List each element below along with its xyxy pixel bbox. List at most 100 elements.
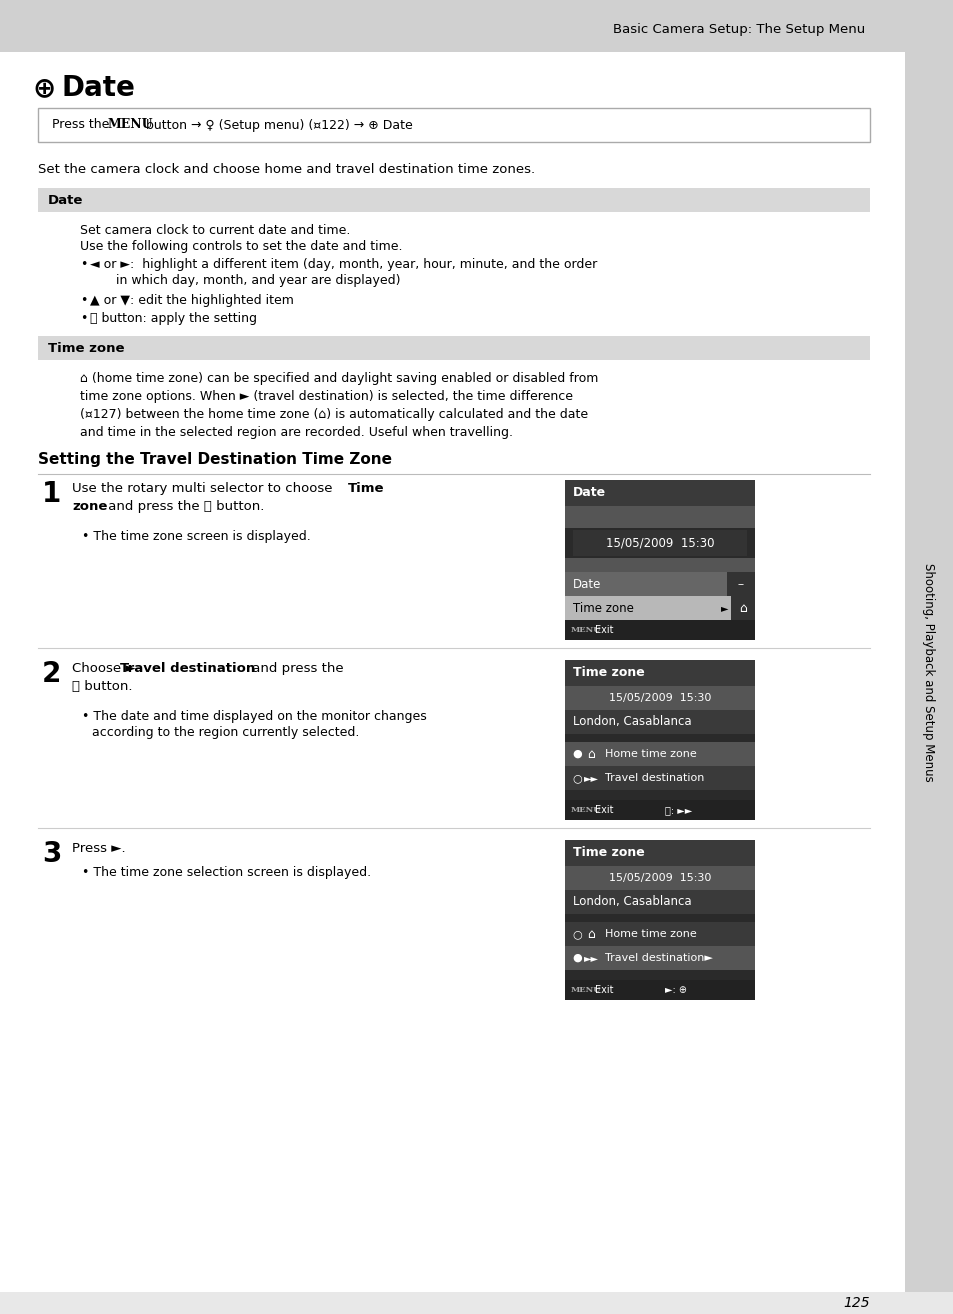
Text: MENU: MENU xyxy=(571,986,601,993)
Text: Ⓐ button: apply the setting: Ⓐ button: apply the setting xyxy=(90,311,256,325)
Text: Home time zone: Home time zone xyxy=(604,929,696,940)
Bar xyxy=(564,915,754,922)
Text: ►►: ►► xyxy=(583,953,598,963)
Bar xyxy=(564,840,754,866)
Bar xyxy=(564,840,754,1000)
Text: in which day, month, and year are displayed): in which day, month, and year are displa… xyxy=(116,275,400,286)
Text: •: • xyxy=(80,311,88,325)
Text: Travel destination: Travel destination xyxy=(604,773,703,783)
Text: 125: 125 xyxy=(842,1296,869,1310)
Bar xyxy=(564,922,754,946)
Text: Use the rotary multi selector to choose: Use the rotary multi selector to choose xyxy=(71,482,336,495)
Bar xyxy=(564,742,754,766)
Text: • The time zone selection screen is displayed.: • The time zone selection screen is disp… xyxy=(82,866,371,879)
Bar xyxy=(564,480,754,506)
Bar xyxy=(730,597,754,620)
Text: ▲ or ▼: edit the highlighted item: ▲ or ▼: edit the highlighted item xyxy=(90,294,294,307)
Text: Press ►.: Press ►. xyxy=(71,842,126,855)
Text: Date: Date xyxy=(48,193,83,206)
Text: Basic Camera Setup: The Setup Menu: Basic Camera Setup: The Setup Menu xyxy=(612,24,864,37)
Text: 1: 1 xyxy=(42,480,61,509)
Text: Exit: Exit xyxy=(595,986,613,995)
Bar xyxy=(726,572,754,597)
Text: and press the: and press the xyxy=(248,662,343,675)
Bar xyxy=(564,735,754,742)
Bar xyxy=(904,53,953,1292)
Text: Date: Date xyxy=(573,486,605,499)
Text: Time zone: Time zone xyxy=(48,342,125,355)
Text: 15/05/2009  15:30: 15/05/2009 15:30 xyxy=(608,692,710,703)
Bar xyxy=(564,620,754,640)
Text: •: • xyxy=(80,258,88,271)
Text: • The date and time displayed on the monitor changes: • The date and time displayed on the mon… xyxy=(82,710,426,723)
Bar xyxy=(564,558,754,572)
Text: ►: ⊕: ►: ⊕ xyxy=(664,986,686,995)
Text: Set the camera clock and choose home and travel destination time zones.: Set the camera clock and choose home and… xyxy=(38,163,535,176)
Text: Press the: Press the xyxy=(52,118,113,131)
Text: button → ♀ (Setup menu) (¤122) → ⊕ Date: button → ♀ (Setup menu) (¤122) → ⊕ Date xyxy=(142,118,413,131)
Text: according to the region currently selected.: according to the region currently select… xyxy=(91,727,359,738)
Text: Set camera clock to current date and time.: Set camera clock to current date and tim… xyxy=(80,223,350,237)
Text: --: -- xyxy=(737,579,743,589)
Bar xyxy=(38,336,869,360)
Text: London, Casablanca: London, Casablanca xyxy=(573,896,691,908)
Text: Travel destination►: Travel destination► xyxy=(604,953,712,963)
Text: MENU: MENU xyxy=(571,805,601,813)
Bar xyxy=(564,597,754,620)
Text: MENU: MENU xyxy=(571,625,601,633)
Bar xyxy=(564,980,754,1000)
Text: ⌂: ⌂ xyxy=(586,748,595,761)
Text: Date: Date xyxy=(62,74,135,102)
Text: ●: ● xyxy=(572,953,581,963)
Text: ◄ or ►:  highlight a different item (day, month, year, hour, minute, and the ord: ◄ or ►: highlight a different item (day,… xyxy=(90,258,597,271)
Text: ⌂: ⌂ xyxy=(739,602,746,615)
Text: 15/05/2009  15:30: 15/05/2009 15:30 xyxy=(608,872,710,883)
Text: and press the Ⓐ button.: and press the Ⓐ button. xyxy=(104,501,264,512)
Text: ⌂ (home time zone) can be specified and daylight saving enabled or disabled from: ⌂ (home time zone) can be specified and … xyxy=(80,372,598,439)
Bar xyxy=(564,866,754,890)
Text: •: • xyxy=(80,294,88,307)
Text: Setting the Travel Destination Time Zone: Setting the Travel Destination Time Zone xyxy=(38,452,392,466)
Text: ○: ○ xyxy=(572,773,581,783)
Text: 15/05/2009  15:30: 15/05/2009 15:30 xyxy=(605,536,714,549)
Bar xyxy=(38,108,869,142)
Text: zone: zone xyxy=(71,501,108,512)
Text: • The time zone screen is displayed.: • The time zone screen is displayed. xyxy=(82,530,311,543)
Bar xyxy=(564,800,754,820)
Bar xyxy=(564,686,754,710)
Bar xyxy=(564,480,754,640)
Text: Time zone: Time zone xyxy=(573,666,644,679)
Text: ●: ● xyxy=(572,749,581,759)
Text: Choose ►: Choose ► xyxy=(71,662,140,675)
Text: ○: ○ xyxy=(572,929,581,940)
Bar xyxy=(0,1292,953,1314)
Text: 3: 3 xyxy=(42,840,61,869)
Text: Time zone: Time zone xyxy=(573,602,633,615)
Bar xyxy=(38,188,869,212)
Text: Ⓐ button.: Ⓐ button. xyxy=(71,681,132,692)
Text: ⊕: ⊕ xyxy=(32,74,55,102)
Text: Travel destination: Travel destination xyxy=(120,662,255,675)
Text: Exit: Exit xyxy=(595,805,613,815)
Text: Exit: Exit xyxy=(595,625,613,635)
Text: Time: Time xyxy=(348,482,384,495)
Bar xyxy=(0,0,953,53)
Bar xyxy=(564,710,754,735)
Text: ⌂: ⌂ xyxy=(586,928,595,941)
Bar xyxy=(564,766,754,790)
Text: Home time zone: Home time zone xyxy=(604,749,696,759)
Text: Date: Date xyxy=(573,577,600,590)
Bar xyxy=(564,660,754,686)
Text: 2: 2 xyxy=(42,660,61,689)
Bar xyxy=(564,946,754,970)
Bar xyxy=(573,530,746,556)
Text: Time zone: Time zone xyxy=(573,846,644,859)
Text: Use the following controls to set the date and time.: Use the following controls to set the da… xyxy=(80,240,402,254)
Text: London, Casablanca: London, Casablanca xyxy=(573,716,691,728)
Text: Shooting, Playback and Setup Menus: Shooting, Playback and Setup Menus xyxy=(922,562,935,782)
Text: MENU: MENU xyxy=(108,118,153,131)
Bar xyxy=(564,660,754,820)
Text: ►►: ►► xyxy=(583,773,598,783)
Text: ►: ► xyxy=(720,603,728,614)
Bar xyxy=(564,506,754,528)
